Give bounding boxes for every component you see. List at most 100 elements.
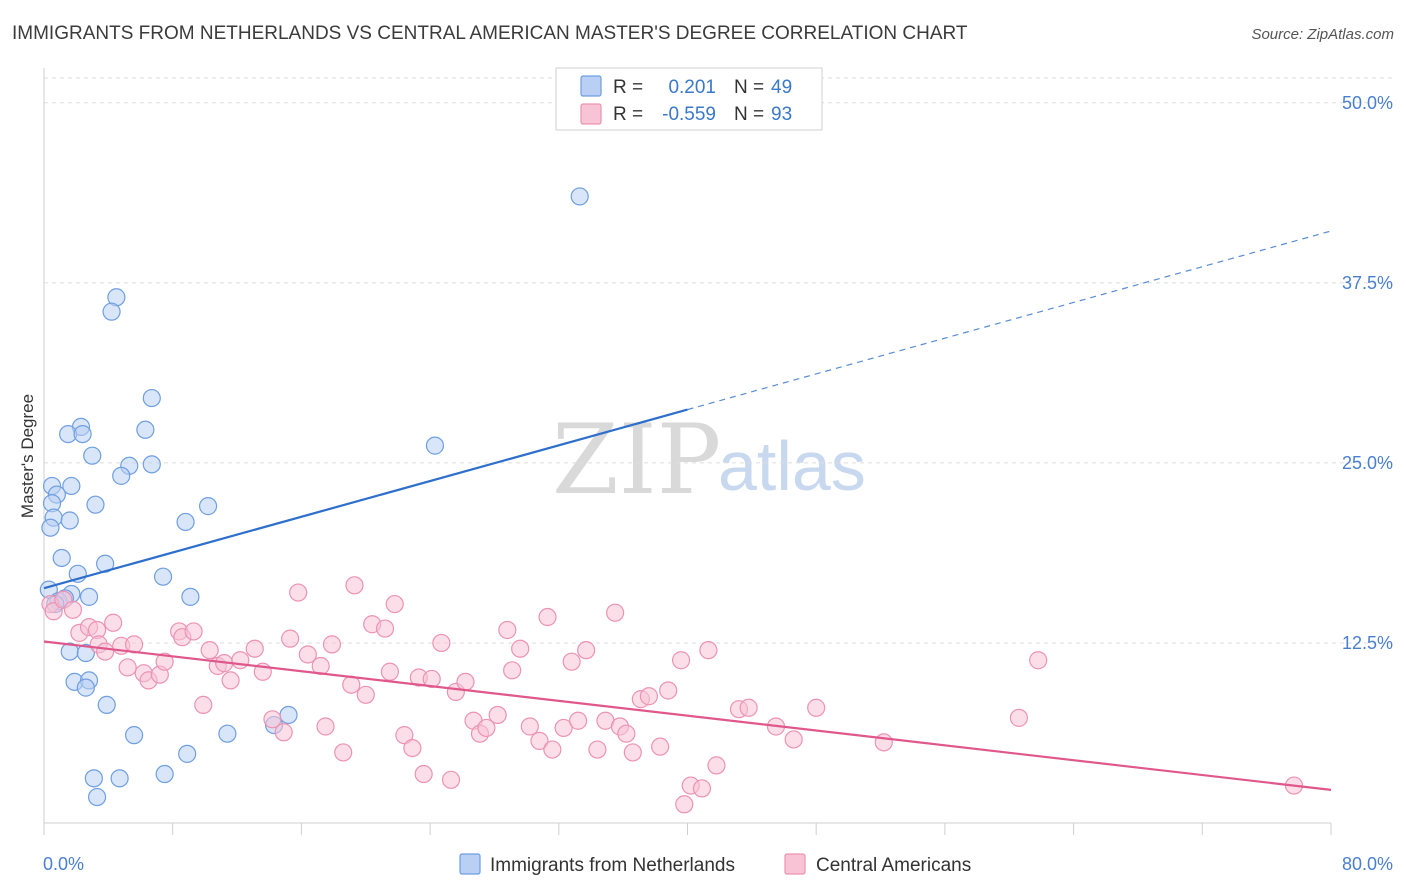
y-tick-label: 12.5% <box>1342 633 1393 653</box>
data-point <box>153 567 173 586</box>
data-point <box>118 658 137 677</box>
y-tick-label: 37.5% <box>1342 273 1393 293</box>
legend-swatch-netherlands <box>459 853 481 875</box>
data-point <box>176 512 195 532</box>
data-point <box>200 641 219 660</box>
data-point <box>73 424 92 444</box>
scatter-points <box>39 187 1304 814</box>
data-point <box>322 635 342 654</box>
data-point <box>651 737 670 756</box>
x-tick-label-min: 0.0% <box>43 854 84 874</box>
data-point <box>76 643 95 663</box>
data-point <box>511 639 530 658</box>
data-point <box>218 724 237 743</box>
data-point <box>562 652 581 671</box>
data-point <box>441 770 461 789</box>
data-point <box>739 698 758 717</box>
chart-title: IMMIGRANTS FROM NETHERLANDS VS CENTRAL A… <box>12 23 968 44</box>
data-point <box>52 548 71 568</box>
data-point <box>554 718 573 738</box>
data-point <box>194 695 213 714</box>
data-point <box>503 661 522 680</box>
data-point <box>675 795 694 814</box>
data-point <box>432 633 451 653</box>
data-point <box>84 769 103 788</box>
data-point <box>79 587 99 606</box>
trend-lines <box>43 230 1332 791</box>
stats-legend-r-label-1: R = <box>613 77 643 98</box>
data-point <box>142 388 161 408</box>
data-point <box>385 594 404 614</box>
data-point <box>231 651 250 670</box>
data-point <box>380 662 399 681</box>
data-point <box>102 302 121 321</box>
data-point <box>334 743 353 762</box>
stats-legend-swatch-central-americans <box>580 103 602 125</box>
legend-label-central-americans: Central Americans <box>816 855 971 876</box>
data-point <box>707 756 726 775</box>
chart-source: Source: ZipAtlas.com <box>1251 26 1394 43</box>
data-point <box>874 733 893 752</box>
y-axis-label: Master's Degree <box>18 394 37 518</box>
series-points-1 <box>41 576 1304 814</box>
trend-line-0 <box>43 408 688 590</box>
legend-label-netherlands: Immigrants from Netherlands <box>490 855 735 876</box>
data-point <box>96 642 115 661</box>
data-point <box>155 764 174 784</box>
data-point <box>498 620 517 640</box>
data-point <box>178 744 197 763</box>
data-point <box>671 651 691 670</box>
watermark-zip: ZIP <box>552 404 721 516</box>
data-point <box>530 731 549 750</box>
data-point <box>97 695 116 714</box>
data-point <box>538 607 557 627</box>
data-point <box>784 730 803 749</box>
data-point <box>298 645 317 664</box>
y-tick-labels: 12.5% 25.0% 37.5% 50.0% <box>1342 93 1393 653</box>
data-point <box>279 705 298 725</box>
data-point <box>110 769 129 788</box>
data-point <box>807 698 826 717</box>
data-point <box>62 476 81 496</box>
y-tick-label: 25.0% <box>1342 453 1393 473</box>
watermark-atlas: atlas <box>718 427 866 505</box>
data-point <box>520 717 539 736</box>
stats-legend-n-label-2: N = <box>734 104 764 125</box>
data-point <box>63 600 83 619</box>
data-point <box>488 705 507 725</box>
data-point <box>692 779 712 798</box>
stats-legend-r-value-1: 0.201 <box>668 77 716 98</box>
data-point <box>617 724 636 743</box>
data-point <box>422 669 441 689</box>
data-point <box>221 671 240 690</box>
data-point <box>659 681 678 700</box>
data-point <box>342 675 361 694</box>
data-point <box>414 764 433 784</box>
trend-line-extension-0 <box>687 230 1332 411</box>
data-point <box>569 711 588 730</box>
data-point <box>112 466 131 485</box>
data-point <box>606 603 625 622</box>
stats-legend: R = 0.201 N = 49 R = -0.559 N = 93 <box>555 67 823 131</box>
data-point <box>281 629 300 648</box>
data-point <box>623 743 642 762</box>
data-point <box>245 639 264 658</box>
y-tick-label: 50.0% <box>1342 93 1393 113</box>
data-point <box>543 740 562 759</box>
data-point <box>1009 708 1029 727</box>
x-tick-label-max: 80.0% <box>1342 854 1393 874</box>
axes <box>43 68 1332 835</box>
stats-legend-r-label-2: R = <box>613 104 643 125</box>
data-point <box>136 420 155 439</box>
data-point <box>395 726 414 745</box>
series-legend: Immigrants from Netherlands Central Amer… <box>459 853 971 876</box>
data-point <box>86 495 105 514</box>
data-point <box>83 446 102 465</box>
data-point <box>184 622 203 641</box>
stats-legend-n-value-1: 49 <box>771 77 792 98</box>
data-point <box>41 518 60 537</box>
stats-legend-n-label-1: N = <box>734 77 764 98</box>
data-point <box>274 723 293 742</box>
data-point <box>588 740 607 759</box>
data-point <box>477 718 496 738</box>
